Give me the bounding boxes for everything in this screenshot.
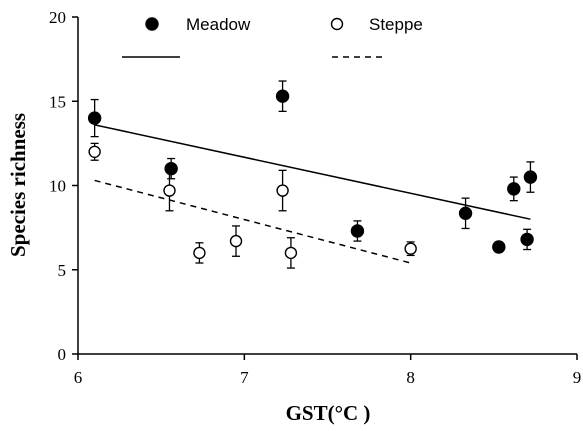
open-circle-marker [193, 246, 206, 260]
open-circle-marker [276, 184, 289, 197]
data-point-meadow [164, 157, 178, 180]
data-point-meadow [275, 80, 290, 113]
data-point-steppe [404, 241, 417, 257]
filled-circle-marker [492, 240, 506, 254]
y-tick-label: 10 [49, 177, 66, 196]
trend-line-steppe [94, 179, 411, 264]
x-axis-title: GST(°C ) [286, 401, 371, 425]
axes: 0 5 10 15 20 6 7 8 9 [49, 8, 581, 387]
data-point-steppe [163, 169, 176, 212]
data-point-steppe [229, 225, 243, 257]
filled-circle-marker [507, 182, 521, 196]
data-point-meadow [492, 240, 506, 254]
legend-item-steppe: Steppe [330, 15, 423, 58]
legend-label: Meadow [186, 15, 251, 34]
x-tick-label: 9 [573, 368, 582, 387]
data-point-meadow [87, 98, 102, 138]
trend-line-meadow [94, 124, 531, 220]
data-point-meadow [350, 220, 365, 242]
data-point-meadow [458, 197, 473, 230]
legend-item-meadow: Meadow [122, 15, 251, 58]
y-tick-label: 15 [49, 92, 66, 111]
open-circle-marker [229, 234, 243, 248]
y-tick-label: 5 [58, 261, 67, 280]
filled-circle-marker [520, 232, 534, 247]
legend-marker [145, 17, 159, 31]
open-circle-marker [284, 246, 298, 260]
trend-lines [94, 124, 531, 264]
open-circle-marker [88, 145, 101, 159]
y-axis-title: Species richness [6, 113, 30, 257]
x-tick-label: 7 [240, 368, 249, 387]
legend-marker [330, 17, 344, 31]
open-circle-marker [163, 184, 176, 197]
data-point-meadow [520, 228, 534, 251]
legend-label: Steppe [369, 15, 423, 34]
filled-circle-marker [350, 224, 365, 238]
data-point-steppe [88, 142, 101, 161]
legend: Meadow Steppe [122, 15, 423, 58]
y-tick-label: 0 [58, 345, 67, 364]
x-tick-label: 8 [406, 368, 415, 387]
data-points [87, 80, 538, 269]
data-point-steppe [193, 242, 206, 264]
filled-circle-marker [164, 161, 178, 176]
data-point-steppe [284, 237, 298, 269]
filled-circle-marker [458, 206, 473, 221]
open-circle-marker [404, 242, 417, 255]
x-tick-label: 6 [74, 368, 83, 387]
data-point-meadow [523, 161, 538, 193]
data-point-steppe [276, 169, 289, 212]
y-tick-label: 20 [49, 8, 66, 27]
data-point-meadow [507, 176, 521, 202]
filled-circle-marker [275, 89, 290, 103]
filled-circle-marker [523, 170, 538, 184]
filled-circle-marker [87, 111, 102, 125]
